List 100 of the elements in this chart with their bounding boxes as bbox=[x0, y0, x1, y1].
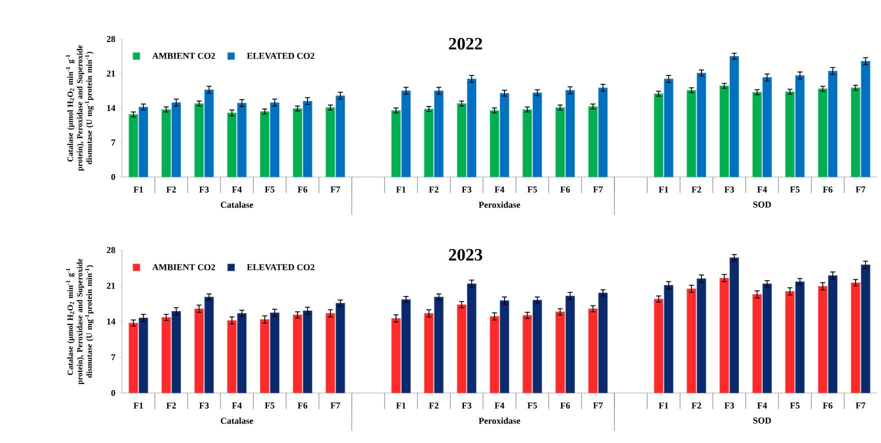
bar bbox=[795, 281, 805, 394]
bar bbox=[401, 90, 411, 178]
bar bbox=[172, 102, 181, 178]
x-tick-label: F4 bbox=[494, 186, 504, 192]
bar bbox=[588, 308, 598, 394]
bar bbox=[162, 109, 171, 178]
bar bbox=[664, 78, 674, 178]
y-tick-label: 28 bbox=[106, 36, 116, 42]
bar bbox=[194, 103, 204, 178]
bar bbox=[270, 312, 280, 394]
bar bbox=[762, 77, 772, 178]
x-tick-label: F4 bbox=[494, 402, 504, 408]
bar bbox=[532, 92, 542, 178]
legend-label: AMBIENT CO2 bbox=[152, 264, 216, 270]
x-tick-label: F4 bbox=[232, 402, 242, 408]
bar bbox=[785, 92, 795, 178]
bar bbox=[686, 288, 696, 394]
bar bbox=[818, 88, 828, 178]
x-tick-label: F2 bbox=[692, 402, 702, 408]
text: Peroxidase bbox=[478, 202, 520, 208]
bar bbox=[138, 318, 148, 394]
bar bbox=[424, 108, 434, 178]
x-tick-label: F3 bbox=[199, 186, 209, 193]
bar bbox=[204, 296, 214, 394]
x-tick-label: F6 bbox=[822, 186, 832, 193]
bar bbox=[598, 292, 608, 394]
bar bbox=[490, 110, 500, 178]
bar bbox=[522, 315, 532, 394]
x-tick-label: F6 bbox=[560, 186, 570, 193]
bar bbox=[326, 313, 336, 394]
x-tick-label: F2 bbox=[166, 402, 176, 408]
chart-title: 2022 bbox=[448, 38, 482, 50]
text: Peroxidase bbox=[478, 418, 520, 424]
bar bbox=[828, 275, 838, 394]
bar bbox=[828, 70, 838, 178]
y-tick-label: 21 bbox=[106, 70, 116, 76]
bar bbox=[785, 291, 795, 394]
x-tick-label: F5 bbox=[527, 402, 537, 409]
legend-label: AMBIENT CO2 bbox=[152, 52, 216, 59]
bar bbox=[302, 310, 312, 394]
x-tick-label: F3 bbox=[724, 186, 734, 193]
bar bbox=[434, 90, 444, 178]
bar bbox=[336, 302, 346, 394]
x-tick-label: F7 bbox=[593, 402, 603, 408]
bar bbox=[391, 318, 401, 394]
bar bbox=[850, 282, 860, 394]
bar bbox=[565, 90, 575, 178]
x-tick-label: F3 bbox=[462, 186, 472, 193]
bar bbox=[720, 86, 729, 178]
bar bbox=[490, 316, 500, 394]
x-tick-label: F7 bbox=[330, 402, 340, 408]
x-tick-label: F2 bbox=[166, 186, 176, 192]
bar bbox=[598, 88, 608, 178]
x-tick-label: F6 bbox=[822, 402, 832, 409]
bar bbox=[401, 299, 411, 394]
x-tick-label: F1 bbox=[396, 186, 406, 192]
bar bbox=[302, 100, 312, 178]
x-tick-label: F7 bbox=[856, 402, 866, 408]
bar bbox=[654, 298, 664, 394]
bar bbox=[860, 264, 870, 394]
chart-title: 2023 bbox=[448, 248, 482, 261]
y-tick-label: 14 bbox=[107, 318, 116, 324]
bar bbox=[204, 90, 214, 178]
x-tick-label: F1 bbox=[658, 402, 668, 408]
bar bbox=[696, 278, 706, 394]
bar bbox=[434, 296, 444, 394]
bar bbox=[227, 320, 237, 394]
bar bbox=[138, 106, 148, 178]
x-tick-label: F1 bbox=[134, 186, 143, 192]
text: Catalase bbox=[220, 202, 254, 208]
x-tick-label: F1 bbox=[396, 402, 406, 408]
bar bbox=[456, 103, 466, 178]
y-tick-label: 7 bbox=[111, 140, 116, 146]
x-tick-label: F4 bbox=[232, 186, 242, 192]
bar bbox=[730, 257, 739, 394]
x-tick-label: F6 bbox=[298, 402, 308, 409]
bar bbox=[162, 317, 171, 394]
bar bbox=[466, 283, 476, 394]
x-tick-label: F3 bbox=[199, 402, 209, 409]
x-tick-label: F5 bbox=[790, 186, 800, 193]
bar bbox=[270, 102, 280, 178]
x-tick-label: F1 bbox=[134, 402, 143, 408]
bar bbox=[466, 78, 476, 178]
bar bbox=[565, 296, 575, 394]
bar bbox=[424, 313, 434, 394]
bar bbox=[795, 75, 805, 178]
bar bbox=[664, 285, 674, 394]
bar bbox=[336, 95, 346, 178]
bar bbox=[522, 109, 532, 178]
bar bbox=[730, 56, 739, 178]
x-tick-label: F6 bbox=[298, 186, 308, 193]
bar bbox=[850, 88, 860, 178]
bar bbox=[500, 93, 510, 178]
bar bbox=[500, 300, 510, 394]
legend-label: ELEVATED CO2 bbox=[246, 264, 314, 270]
bar bbox=[696, 72, 706, 178]
bar bbox=[237, 313, 247, 394]
x-tick-label: F5 bbox=[790, 402, 800, 409]
bar bbox=[260, 111, 270, 178]
legend-label: ELEVATED CO2 bbox=[246, 52, 314, 59]
